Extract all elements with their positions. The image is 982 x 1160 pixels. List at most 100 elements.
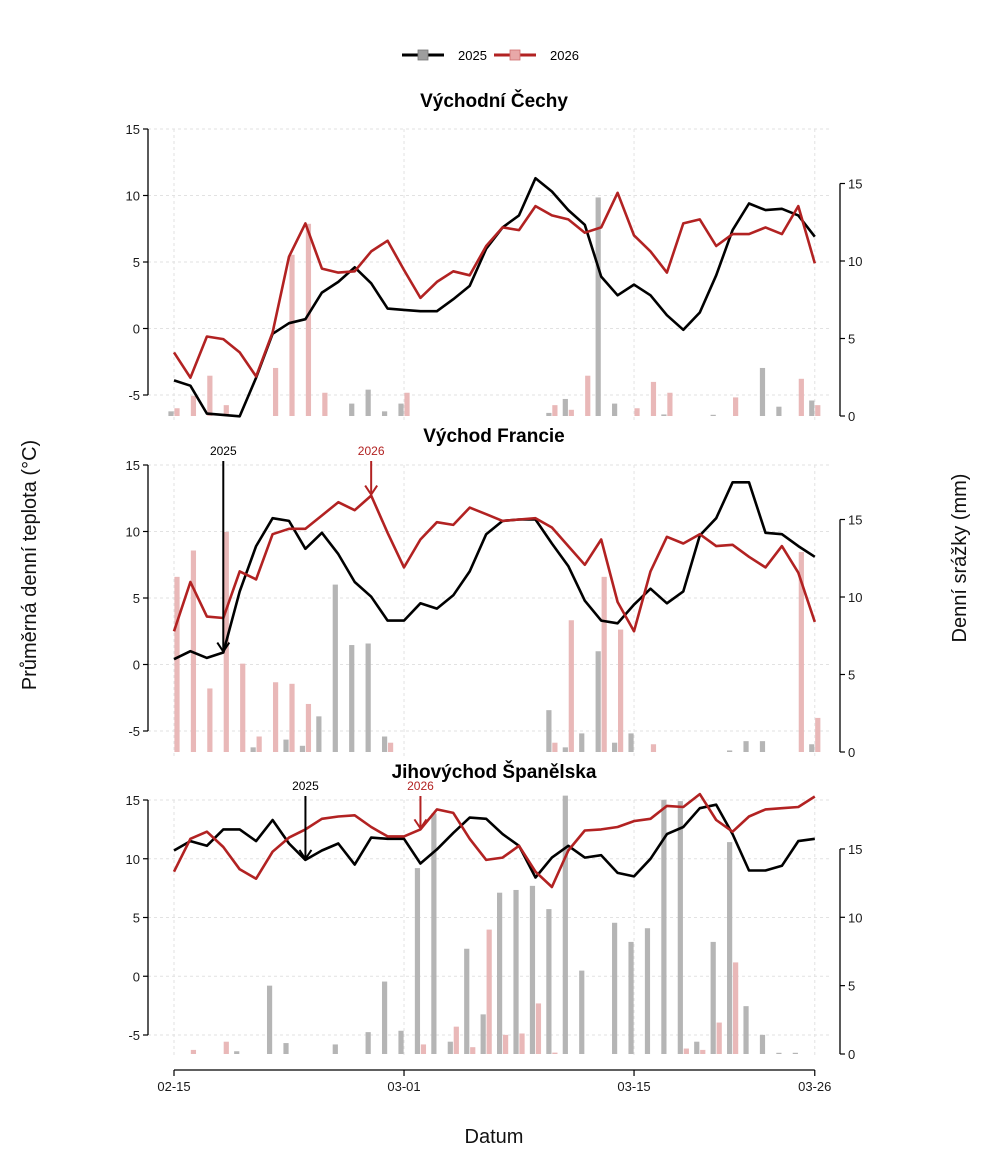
- bar-2025-day-14: [398, 403, 404, 416]
- bar-2026-day-34: [733, 397, 739, 416]
- annotation-arrow-2026: 2026: [358, 444, 385, 497]
- x-tick-label: 03-01: [387, 1079, 420, 1094]
- panel-2: Východ Francie 15 10 5 0 -5 15 10 5 0 2025 2026: [126, 426, 863, 760]
- line-2025: [173, 480, 816, 661]
- bar-2025-day-26: [595, 651, 601, 752]
- temperature-lines: [172, 176, 817, 418]
- bar-2025-day-7: [283, 739, 289, 752]
- bar-2025-day-36: [759, 741, 766, 752]
- bar-2026-day-19: [486, 929, 492, 1054]
- bar-2025-day-22: [529, 885, 536, 1054]
- bar-2026-day-9: [322, 392, 328, 416]
- precipitation-bars: [190, 795, 798, 1054]
- y-tick-label-left: 15: [126, 122, 140, 137]
- bar-2025-day-16: [431, 813, 437, 1054]
- bar-2026-day-30: [667, 392, 673, 416]
- bar-2026-day-2: [207, 688, 213, 752]
- bar-2025-day-11: [349, 645, 355, 752]
- arrow-head-icon: [413, 818, 428, 831]
- arrow-head-icon: [364, 485, 378, 497]
- bar-2025-day-8: [299, 745, 306, 752]
- y-tick-label-left: 0: [133, 658, 140, 673]
- precipitation-bars: [174, 531, 821, 752]
- bar-2025-day-23: [546, 710, 552, 752]
- annotation-arrow-2026: 2026: [407, 779, 434, 831]
- arrow-head-icon: [216, 641, 231, 654]
- y-axis-right: 15 10 5 0: [839, 513, 862, 760]
- y-axis-left: 15 10 5 0 -5: [126, 458, 149, 739]
- bar-2026-day-5: [256, 736, 262, 752]
- y-axis-left: 15 10 5 0 -5: [126, 122, 149, 403]
- annotation-label: 2025: [292, 779, 319, 793]
- bar-2026-day-31: [683, 1048, 689, 1054]
- bar-2026-day-15: [420, 1044, 427, 1054]
- bar-2025-day-37: [776, 1052, 782, 1054]
- line-2026: [172, 494, 817, 633]
- bar-2025-day-36: [759, 1034, 766, 1054]
- y-axis-right: 15 10 5 0: [839, 842, 862, 1062]
- x-tick-label: 03-15: [617, 1079, 650, 1094]
- panel-title: Jihovýchod Španělska: [392, 761, 597, 783]
- bar-2026-day-1: [190, 395, 197, 416]
- y-tick-label-right: 0: [848, 1047, 855, 1062]
- bar-2025-day-14: [398, 1030, 404, 1054]
- bar-2025-day-24: [562, 795, 568, 1054]
- annotation-arrow-2025: 2025: [292, 779, 319, 861]
- bar-2026-day-29: [650, 381, 657, 416]
- bar-2025-day-10: [332, 1044, 338, 1054]
- y-tick-label-left: 10: [126, 189, 140, 204]
- annotation-arrow-2025: 2025: [210, 444, 237, 654]
- bar-2026-day-7: [289, 683, 295, 752]
- gridlines: [148, 799, 830, 1058]
- legend-swatch-2026: [509, 49, 521, 61]
- bar-2025-day-6: [266, 985, 273, 1054]
- bar-2026-day-32: [700, 1049, 706, 1054]
- bar-2025-day-36: [759, 367, 766, 416]
- bar-2025-day-0: [168, 411, 174, 416]
- annotation-label: 2026: [407, 779, 434, 793]
- x-tick-label: 03-26: [798, 1079, 831, 1094]
- bar-2026-day-38: [798, 552, 804, 752]
- bar-2026-day-8: [305, 703, 312, 752]
- bar-2026-day-3: [223, 1041, 229, 1054]
- bar-2026-day-28: [634, 408, 640, 416]
- y-tick-label-right: 15: [848, 177, 862, 192]
- bar-2026-day-38: [798, 378, 804, 416]
- bar-2026-day-34: [733, 962, 739, 1054]
- bar-2025-day-24: [562, 398, 568, 416]
- line-2025: [173, 176, 816, 418]
- x-axis-title: Datum: [465, 1126, 524, 1148]
- y-tick-label-left: 5: [133, 591, 140, 606]
- bar-2025-day-35: [743, 741, 749, 752]
- bar-2026-day-6: [272, 367, 279, 416]
- y-tick-label-right: 5: [848, 332, 855, 347]
- y-tick-label-right: 0: [848, 745, 855, 760]
- bar-2026-day-17: [453, 1026, 459, 1054]
- legend-item-2026: 2026: [494, 48, 579, 63]
- legend-label-2026: 2026: [550, 48, 579, 63]
- bar-2025-day-12: [365, 643, 371, 752]
- y-tick-label-left: 15: [126, 458, 140, 473]
- bar-2025-day-30: [661, 799, 667, 1054]
- bar-2026-day-8: [305, 223, 312, 416]
- bar-2026-day-24: [568, 620, 574, 752]
- y-axis-left-title: Průměrná denní teplota (°C): [19, 440, 41, 690]
- bar-2026-day-21: [519, 1033, 525, 1054]
- panel-3: Jihovýchod Španělska 15 10 5 0 -5 15 10 5 0 2025 20…: [126, 761, 863, 1062]
- bar-2026-day-0: [174, 576, 180, 752]
- y-tick-label-left: -5: [128, 724, 140, 739]
- bar-2025-day-18: [464, 948, 470, 1054]
- y-tick-label-left: 15: [126, 793, 140, 808]
- x-tick-label: 02-15: [157, 1079, 190, 1094]
- bar-2026-day-24: [568, 409, 574, 416]
- panel-1: Východní Čechy 15 10 5 0 -5 15 10 5 0: [126, 90, 863, 424]
- y-tick-label-left: 5: [133, 255, 140, 270]
- temperature-lines: [172, 480, 817, 661]
- bar-2026-day-13: [387, 742, 394, 752]
- annotation-label: 2026: [358, 444, 385, 458]
- bar-2025-day-33: [710, 941, 716, 1054]
- y-tick-label-right: 15: [848, 513, 862, 528]
- bar-2025-day-34: [727, 750, 733, 752]
- bar-2026-day-4: [240, 663, 246, 752]
- bar-2026-day-23: [552, 742, 558, 752]
